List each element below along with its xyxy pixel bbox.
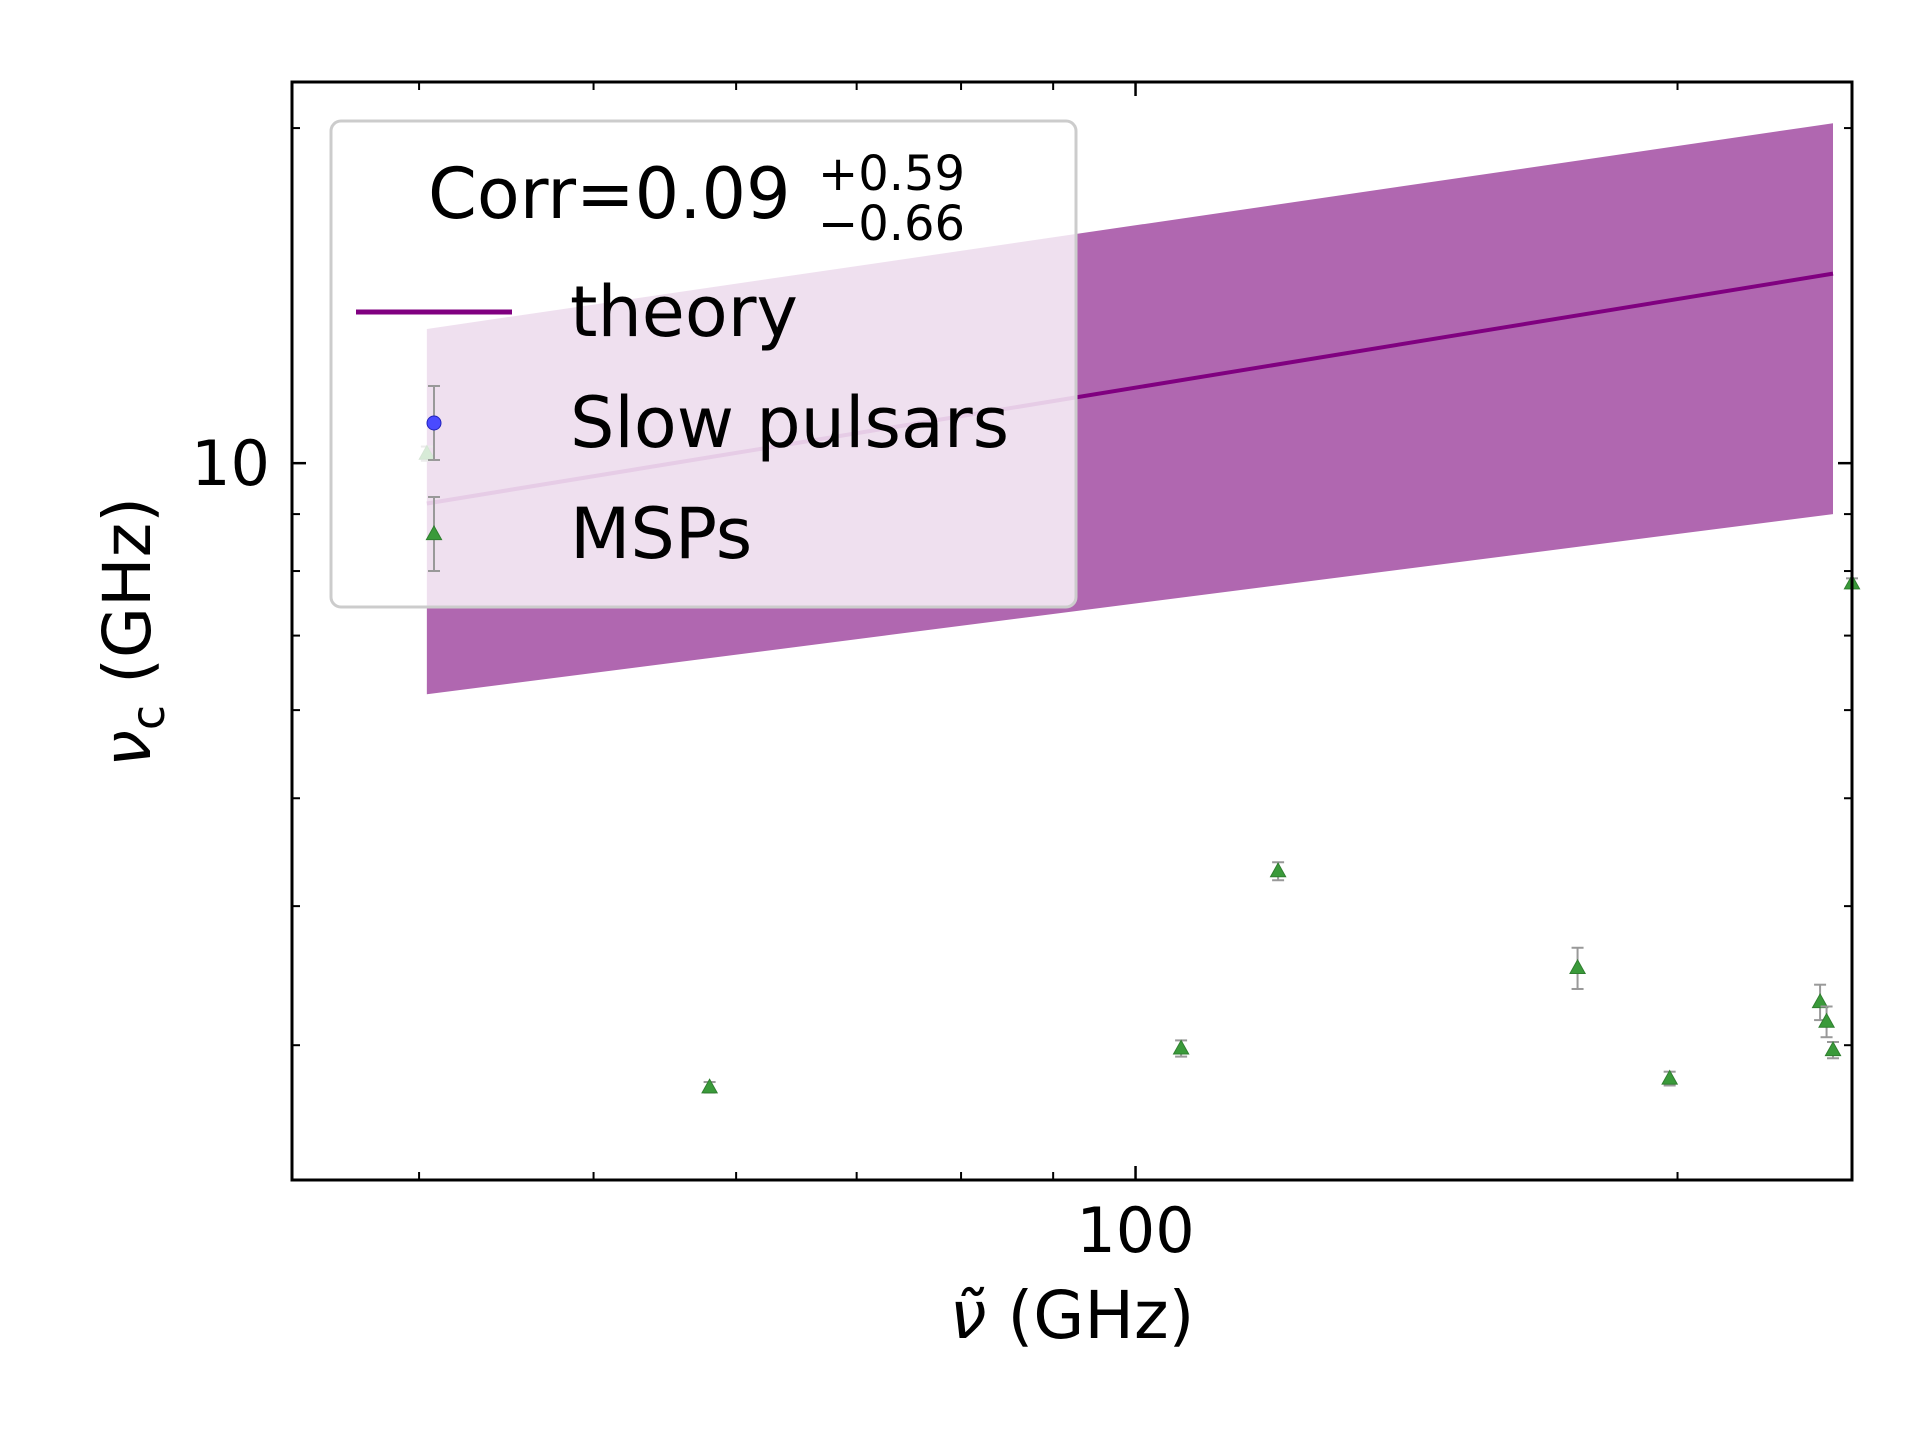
msp-point: [1661, 1069, 1679, 1085]
y-axis-unit: (GHz): [89, 497, 166, 705]
legend-label: Slow pulsars: [570, 382, 1009, 464]
legend-circle-marker: [426, 415, 442, 431]
y-axis-symbol: ν: [89, 730, 166, 767]
legend-label: MSPs: [570, 493, 752, 575]
x-axis-symbol: ν̃: [950, 1277, 987, 1354]
x-axis-unit: (GHz): [986, 1277, 1194, 1354]
legend-entry-slow-pulsars: Slow pulsars: [426, 382, 1009, 464]
axes: [290, 80, 1854, 1182]
data-points-layer: [418, 444, 1861, 1094]
msp-point: [701, 1078, 719, 1094]
msp-point: [1824, 1041, 1842, 1057]
legend-entry-msps: MSPs: [425, 493, 752, 575]
y-axis-subscript: c: [121, 705, 175, 730]
legend-title-sup: +0.59: [818, 146, 965, 202]
legend: Corr=0.09 +0.59−0.66 theory Slow pulsars MSP…: [329, 119, 1078, 609]
series-msps: [418, 444, 1861, 1094]
legend-title: Corr=0.09: [428, 153, 791, 235]
msp-point: [1269, 862, 1287, 878]
msp-point: [1569, 958, 1587, 975]
legend-entry-theory: theory: [356, 271, 798, 353]
legend-title-sub: −0.66: [818, 196, 965, 252]
legend-label: theory: [570, 271, 798, 353]
legend-box: [329, 119, 1078, 609]
msp-point: [1172, 1039, 1190, 1055]
y-tick-label: 10: [191, 427, 270, 500]
x-axis-label: ν̃ (GHz): [950, 1277, 1195, 1354]
msp-point: [1818, 1012, 1836, 1028]
y-axis-label: νc (GHz): [89, 497, 175, 767]
legend-triangle-marker: [425, 524, 443, 541]
x-tick-label: 100: [1076, 1194, 1194, 1267]
msp-point: [1811, 993, 1829, 1009]
plot-frame: [290, 80, 1854, 1182]
